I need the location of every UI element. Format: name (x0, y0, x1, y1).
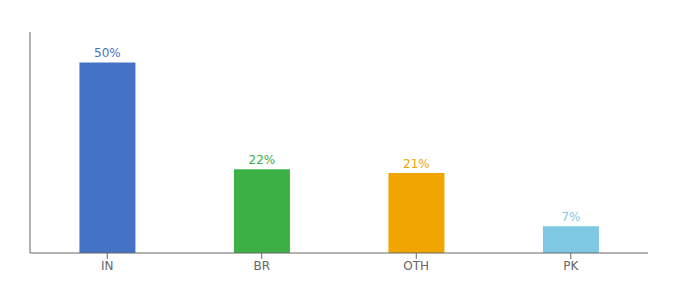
svg-text:BR: BR (253, 259, 270, 273)
svg-text:22%: 22% (249, 153, 276, 167)
svg-text:50%: 50% (94, 46, 121, 60)
svg-text:21%: 21% (403, 157, 430, 171)
svg-text:IN: IN (101, 259, 114, 273)
svg-text:OTH: OTH (403, 259, 429, 273)
svg-text:PK: PK (563, 259, 579, 273)
svg-text:7%: 7% (561, 210, 580, 224)
